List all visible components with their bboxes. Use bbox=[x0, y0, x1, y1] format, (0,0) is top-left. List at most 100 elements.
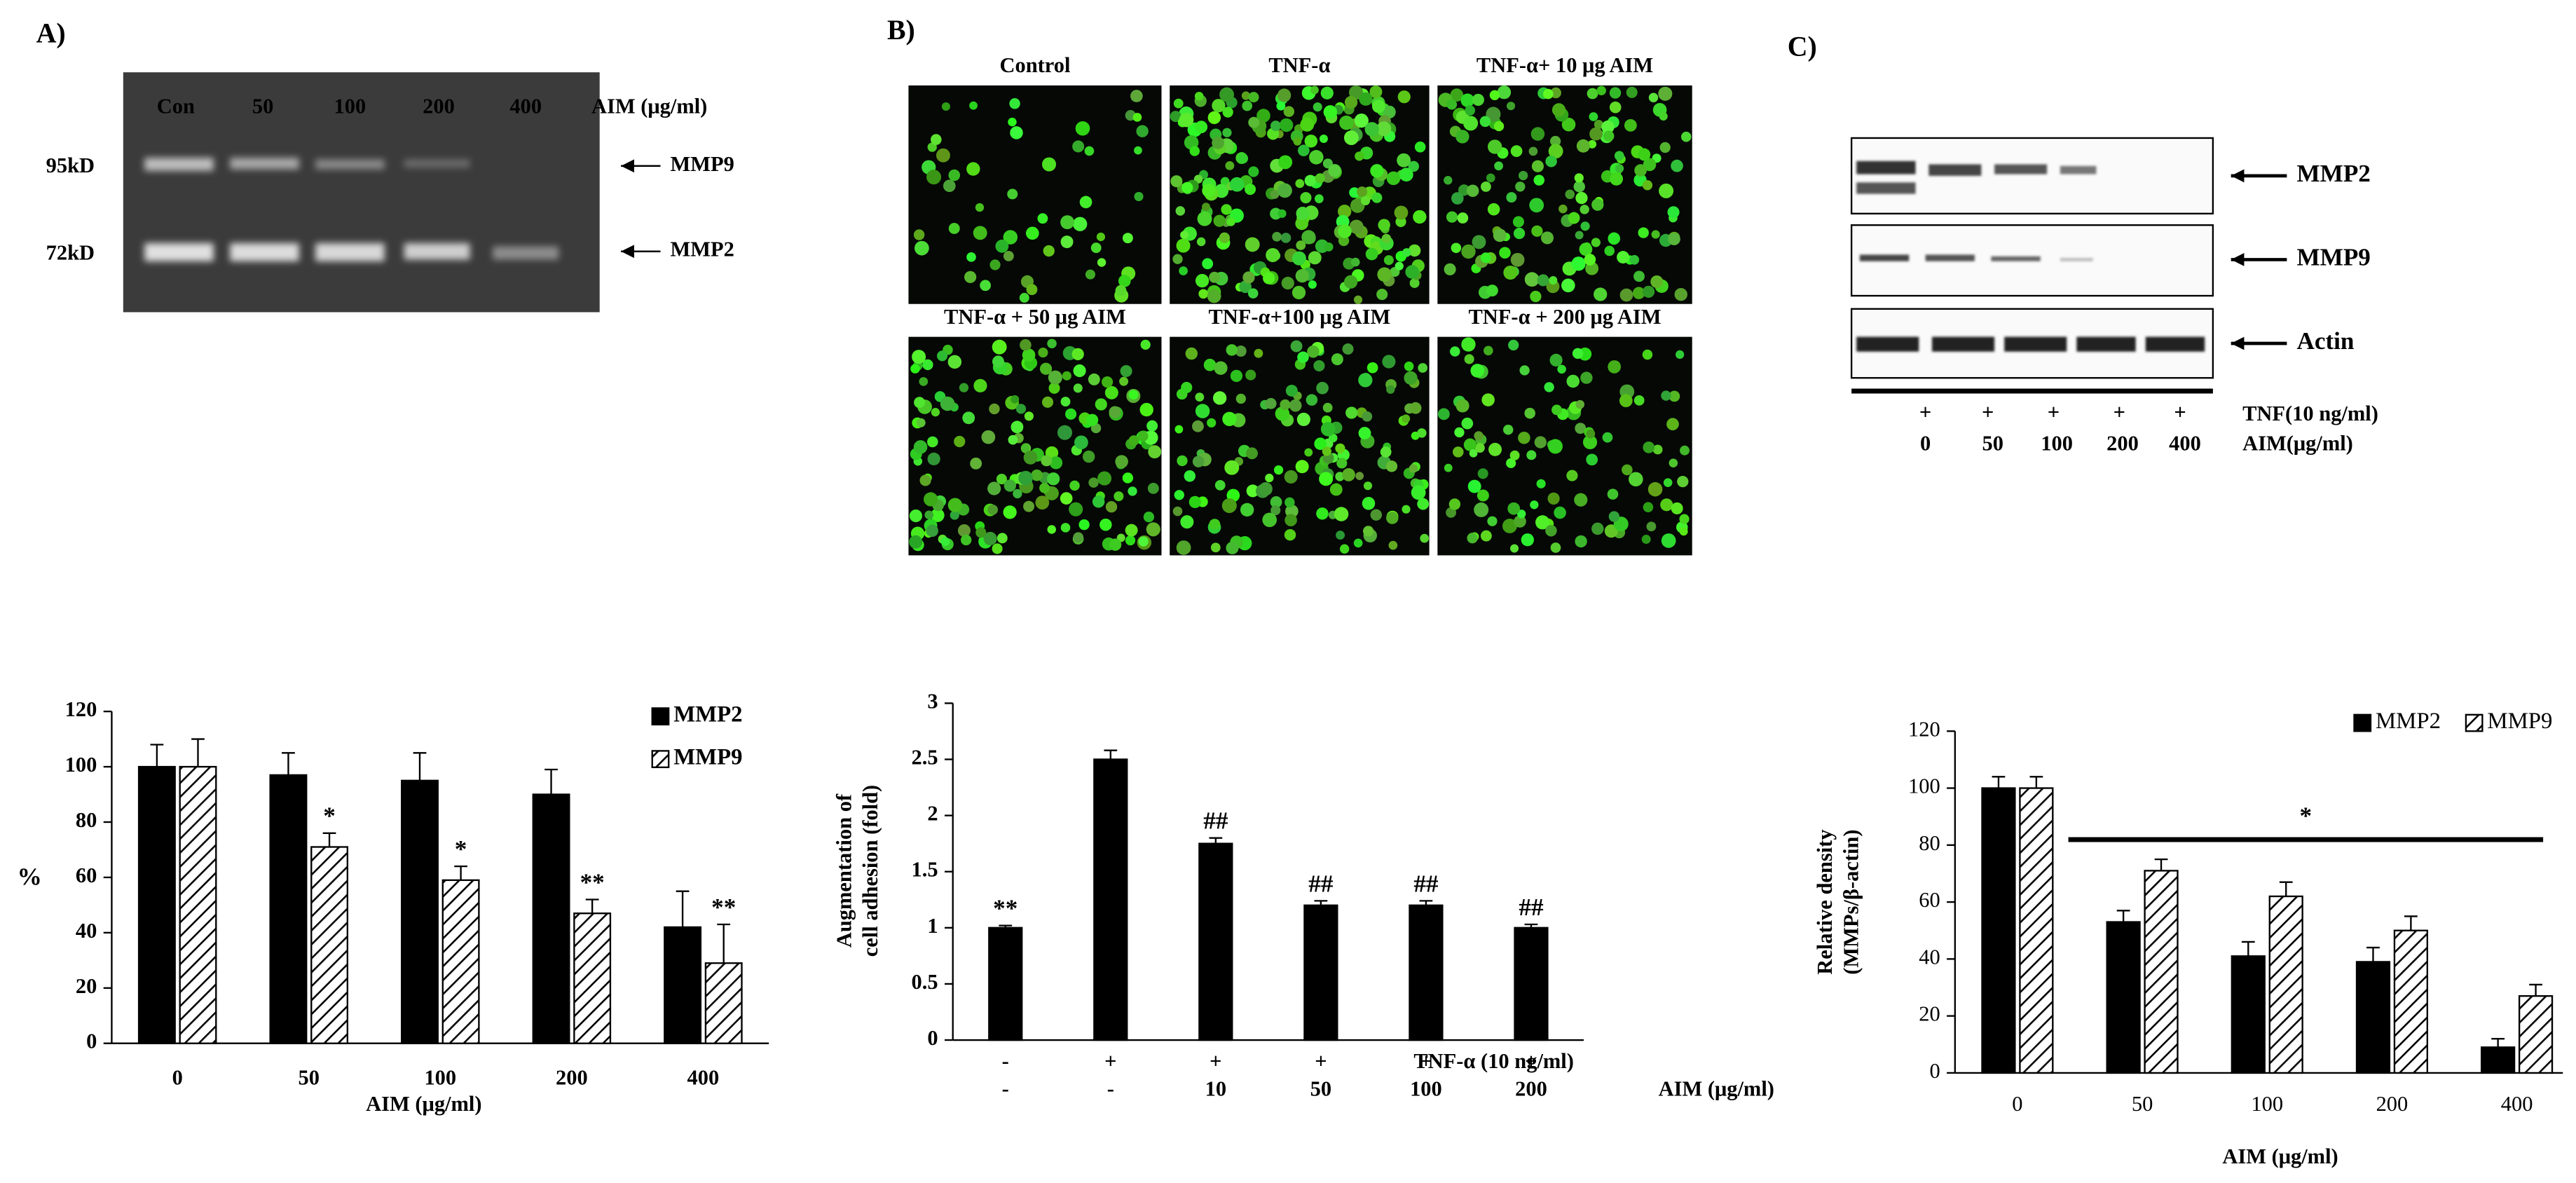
cell bbox=[1026, 284, 1038, 296]
cell bbox=[1363, 481, 1373, 491]
cell bbox=[1284, 528, 1296, 541]
caption: TNF-α+ 10 μg AIM bbox=[1477, 53, 1653, 77]
cell bbox=[1383, 255, 1394, 266]
cell bbox=[941, 102, 950, 111]
significance: ## bbox=[1413, 870, 1439, 897]
cell bbox=[1284, 514, 1297, 527]
significance: ## bbox=[1519, 894, 1544, 921]
cell bbox=[927, 142, 937, 152]
cell bbox=[1194, 91, 1204, 101]
cell bbox=[1542, 88, 1554, 100]
cell bbox=[1092, 495, 1105, 508]
cell bbox=[1180, 231, 1188, 240]
cell bbox=[924, 492, 938, 507]
cell bbox=[1122, 472, 1134, 484]
cell bbox=[1235, 346, 1247, 357]
cell bbox=[1669, 458, 1678, 467]
cell bbox=[1065, 408, 1077, 420]
cell bbox=[1184, 470, 1196, 482]
bar bbox=[310, 846, 349, 1044]
cell bbox=[1461, 337, 1476, 352]
cell bbox=[1420, 533, 1430, 543]
bar bbox=[664, 926, 702, 1044]
cell bbox=[1369, 86, 1383, 99]
cell bbox=[1280, 233, 1292, 243]
cell bbox=[919, 377, 929, 386]
cell bbox=[1353, 538, 1363, 548]
cell bbox=[1461, 417, 1474, 430]
cell bbox=[1219, 232, 1231, 243]
cell bbox=[1633, 271, 1645, 282]
cell bbox=[1296, 412, 1310, 427]
cell bbox=[948, 169, 961, 182]
cell bbox=[1355, 472, 1364, 481]
cell bbox=[1097, 471, 1112, 486]
cell bbox=[1594, 287, 1608, 301]
cell bbox=[1021, 444, 1030, 453]
cell bbox=[1003, 479, 1017, 492]
cell bbox=[1661, 390, 1671, 401]
cell bbox=[1225, 160, 1235, 170]
cell bbox=[1408, 160, 1419, 172]
lane-label: 200 bbox=[423, 95, 455, 118]
cell bbox=[1265, 473, 1274, 483]
cell bbox=[1242, 271, 1255, 284]
legend-swatch bbox=[2353, 713, 2372, 732]
cell bbox=[1580, 205, 1589, 214]
cell bbox=[1278, 155, 1293, 170]
cell bbox=[1069, 502, 1083, 517]
cell bbox=[1128, 435, 1139, 446]
cell bbox=[1202, 258, 1214, 270]
cell bbox=[1629, 472, 1643, 487]
cell bbox=[1310, 86, 1319, 95]
cell bbox=[1446, 507, 1457, 518]
cell bbox=[1547, 492, 1560, 505]
band-label: MMP2 bbox=[671, 238, 734, 261]
cell bbox=[1646, 521, 1657, 532]
cell bbox=[962, 411, 975, 425]
x-tick-label: + bbox=[1525, 1049, 1537, 1073]
cell bbox=[1510, 544, 1519, 553]
cell bbox=[1010, 420, 1024, 434]
cell bbox=[992, 355, 1004, 368]
cell bbox=[1481, 393, 1495, 406]
cell bbox=[1574, 493, 1588, 507]
cell bbox=[1370, 164, 1384, 178]
cell bbox=[1353, 295, 1363, 304]
bar bbox=[2231, 955, 2266, 1074]
cell bbox=[1566, 374, 1580, 388]
cell bbox=[913, 229, 925, 240]
cell bbox=[1122, 233, 1133, 244]
cell bbox=[1506, 458, 1516, 468]
cell bbox=[1474, 431, 1484, 441]
cell bbox=[1512, 216, 1524, 228]
cell bbox=[1517, 510, 1526, 519]
cell bbox=[1289, 399, 1302, 412]
cell bbox=[927, 452, 940, 465]
cell bbox=[1642, 349, 1653, 360]
cell bbox=[1659, 142, 1671, 153]
arrow-head bbox=[2231, 336, 2245, 350]
cell bbox=[1039, 362, 1053, 375]
bar bbox=[137, 765, 176, 1044]
cell bbox=[1506, 192, 1517, 203]
cell bbox=[1072, 217, 1088, 231]
lane-label: 50 bbox=[252, 95, 273, 118]
cell bbox=[1486, 173, 1495, 183]
bar bbox=[441, 879, 480, 1044]
row-title: TNF-α (10 ng/ml) bbox=[1413, 1049, 1574, 1073]
cell bbox=[1354, 113, 1369, 128]
cell bbox=[1417, 498, 1430, 510]
bar bbox=[2268, 895, 2303, 1074]
lane-label: 100 bbox=[334, 95, 366, 118]
cell bbox=[1530, 127, 1545, 141]
cell bbox=[1395, 261, 1404, 271]
gel bbox=[123, 72, 600, 313]
x-tick-label: 50 bbox=[299, 1065, 320, 1089]
row-label: 400 bbox=[2169, 431, 2201, 455]
cell bbox=[1118, 275, 1131, 287]
cell bbox=[1275, 406, 1290, 421]
cell bbox=[1214, 480, 1226, 491]
cell bbox=[1078, 519, 1090, 531]
cell bbox=[1245, 369, 1256, 381]
